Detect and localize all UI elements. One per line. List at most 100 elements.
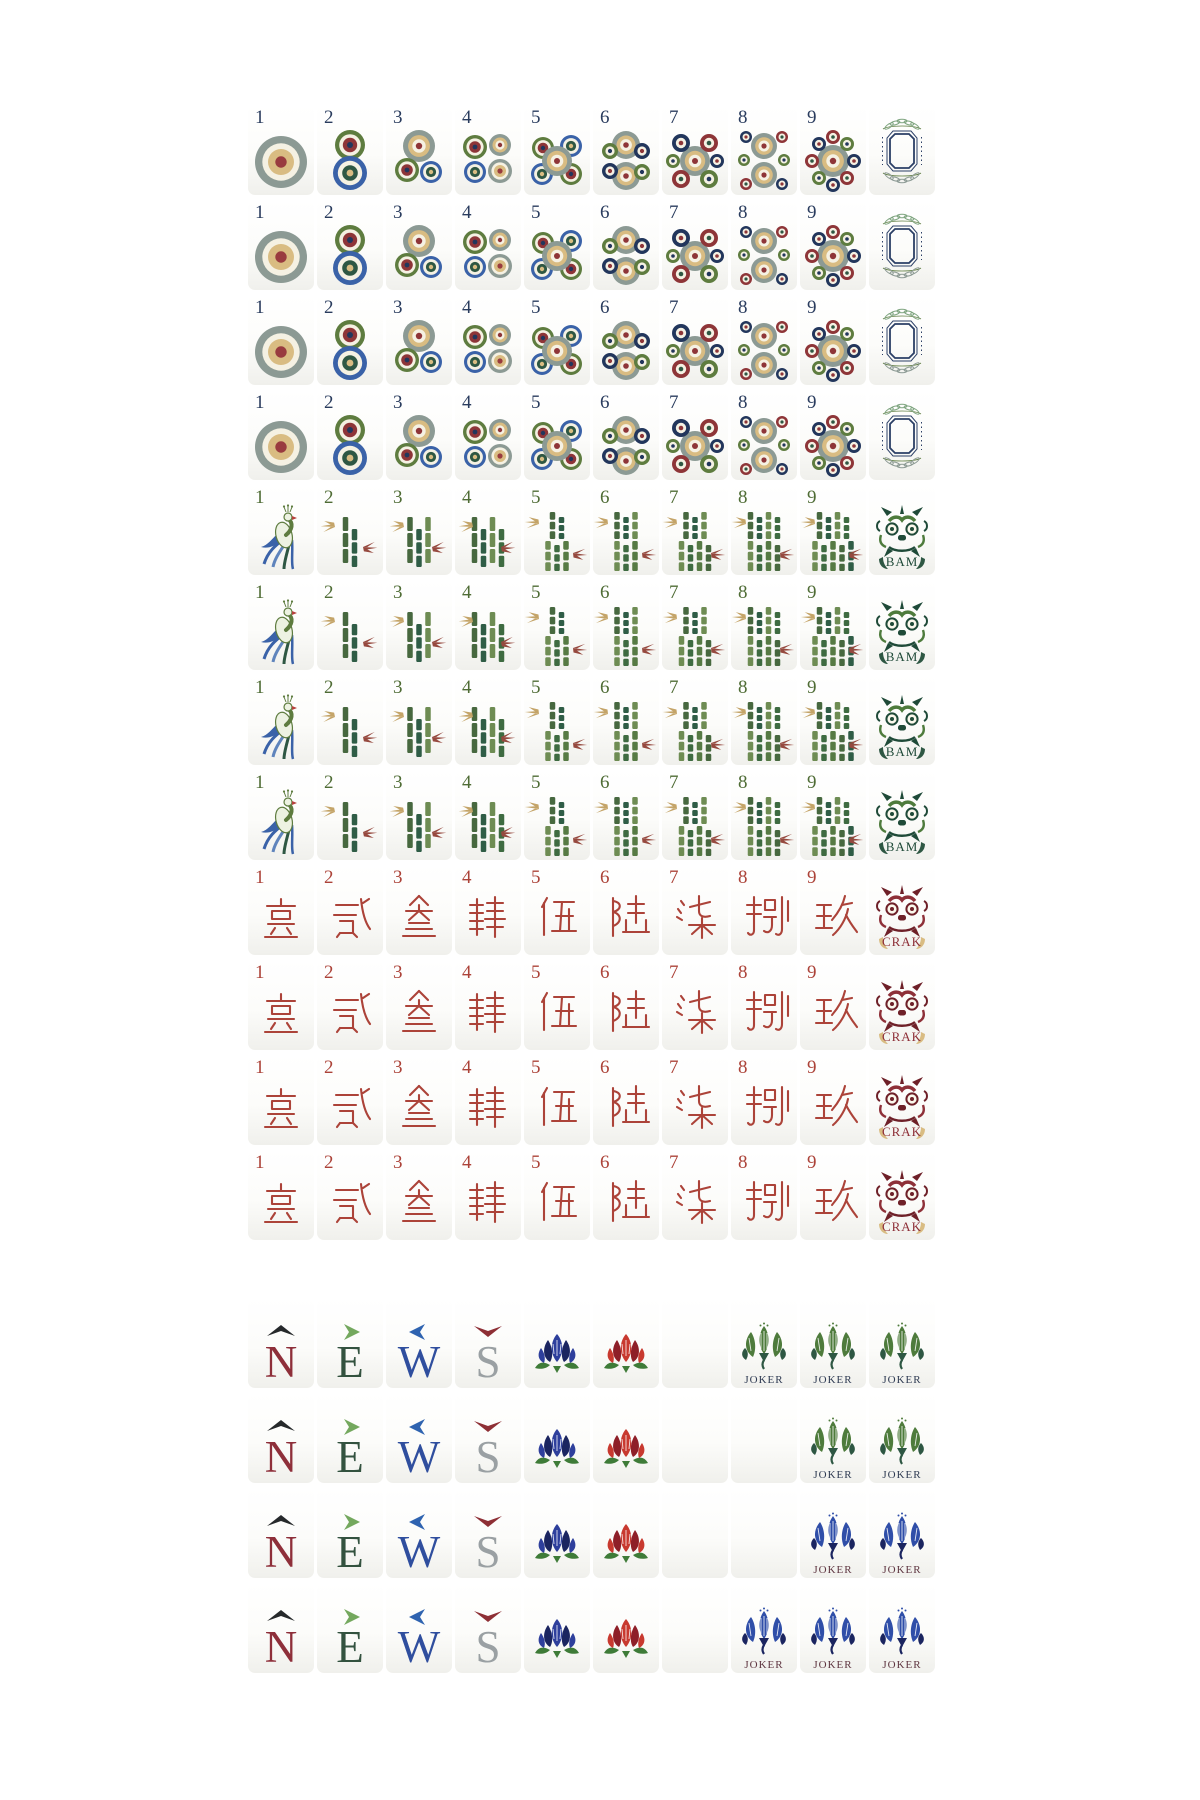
tile-wind-e[interactable]: E [317, 1393, 383, 1483]
tile-bams-2[interactable]: 2 [317, 580, 383, 670]
tile-dots-5[interactable]: 5 [524, 390, 590, 480]
tile-bams-2[interactable]: 2 [317, 770, 383, 860]
tile-dots-2[interactable]: 2 [317, 295, 383, 385]
tile-bams-7[interactable]: 7 [662, 485, 728, 575]
tile-wind-n[interactable]: N [248, 1393, 314, 1483]
tile-craks-1[interactable]: 1 [248, 865, 314, 955]
tile-craks-8[interactable]: 8 [731, 960, 797, 1050]
tile-joker-green[interactable]: JOKER [800, 1298, 866, 1388]
tile-craks-6[interactable]: 6 [593, 960, 659, 1050]
tile-joker-blue[interactable]: JOKER [800, 1488, 866, 1578]
tile-dots-8[interactable]: 8 [731, 200, 797, 290]
tile-bams-6[interactable]: 6 [593, 580, 659, 670]
tile-dots-7[interactable]: 7 [662, 200, 728, 290]
tile-dots-4[interactable]: 4 [455, 105, 521, 195]
tile-joker-blue[interactable]: JOKER [800, 1583, 866, 1673]
tile-bams-8[interactable]: 8 [731, 675, 797, 765]
tile-bams-5[interactable]: 5 [524, 675, 590, 765]
tile-wind-e[interactable]: E [317, 1298, 383, 1388]
tile-flower-red[interactable] [593, 1393, 659, 1483]
tile-dots-1[interactable]: 1 [248, 105, 314, 195]
tile-craks-2[interactable]: 2 [317, 1150, 383, 1240]
tile-craks-3[interactable]: 3 [386, 1150, 452, 1240]
tile-bams-7[interactable]: 7 [662, 675, 728, 765]
tile-wind-w[interactable]: W [386, 1583, 452, 1673]
tile-blank[interactable] [731, 1488, 797, 1578]
tile-bams-6[interactable]: 6 [593, 675, 659, 765]
tile-dots-1[interactable]: 1 [248, 295, 314, 385]
tile-green-dragon[interactable]: BAM [869, 485, 935, 575]
tile-craks-9[interactable]: 9 [800, 1055, 866, 1145]
tile-dots-3[interactable]: 3 [386, 105, 452, 195]
tile-craks-9[interactable]: 9 [800, 1150, 866, 1240]
tile-bams-4[interactable]: 4 [455, 485, 521, 575]
tile-bams-8[interactable]: 8 [731, 770, 797, 860]
tile-craks-8[interactable]: 8 [731, 865, 797, 955]
tile-bams-3[interactable]: 3 [386, 485, 452, 575]
tile-craks-4[interactable]: 4 [455, 865, 521, 955]
tile-joker-blue[interactable]: JOKER [731, 1583, 797, 1673]
tile-craks-6[interactable]: 6 [593, 1055, 659, 1145]
tile-bams-7[interactable]: 7 [662, 770, 728, 860]
tile-red-dragon[interactable]: CRAK [869, 865, 935, 955]
tile-dots-5[interactable]: 5 [524, 295, 590, 385]
tile-bams-5[interactable]: 5 [524, 580, 590, 670]
tile-craks-5[interactable]: 5 [524, 865, 590, 955]
tile-wind-n[interactable]: N [248, 1298, 314, 1388]
tile-craks-3[interactable]: 3 [386, 960, 452, 1050]
tile-bams-6[interactable]: 6 [593, 770, 659, 860]
tile-flower-red[interactable] [593, 1583, 659, 1673]
tile-dots-6[interactable]: 6 [593, 105, 659, 195]
tile-bams-9[interactable]: 9 [800, 580, 866, 670]
tile-dots-3[interactable]: 3 [386, 295, 452, 385]
tile-wind-w[interactable]: W [386, 1298, 452, 1388]
tile-joker-blue[interactable]: JOKER [869, 1488, 935, 1578]
tile-bams-4[interactable]: 4 [455, 675, 521, 765]
tile-wind-s[interactable]: S [455, 1488, 521, 1578]
tile-bams-5[interactable]: 5 [524, 485, 590, 575]
tile-dots-5[interactable]: 5 [524, 105, 590, 195]
tile-craks-7[interactable]: 7 [662, 1150, 728, 1240]
tile-wind-e[interactable]: E [317, 1583, 383, 1673]
tile-bams-9[interactable]: 9 [800, 770, 866, 860]
tile-craks-4[interactable]: 4 [455, 1150, 521, 1240]
tile-dots-5[interactable]: 5 [524, 200, 590, 290]
tile-joker-blue[interactable]: JOKER [869, 1583, 935, 1673]
tile-flower-blue[interactable] [524, 1583, 590, 1673]
tile-dots-9[interactable]: 9 [800, 295, 866, 385]
tile-blank[interactable] [662, 1393, 728, 1483]
tile-flower-blue[interactable] [524, 1298, 590, 1388]
tile-blank[interactable] [662, 1488, 728, 1578]
tile-craks-7[interactable]: 7 [662, 1055, 728, 1145]
tile-dots-3[interactable]: 3 [386, 200, 452, 290]
tile-red-dragon[interactable]: CRAK [869, 1055, 935, 1145]
tile-craks-2[interactable]: 2 [317, 865, 383, 955]
tile-craks-8[interactable]: 8 [731, 1055, 797, 1145]
tile-dots-2[interactable]: 2 [317, 390, 383, 480]
tile-flower-blue[interactable] [524, 1488, 590, 1578]
tile-dots-9[interactable]: 9 [800, 105, 866, 195]
tile-green-dragon[interactable]: BAM [869, 580, 935, 670]
tile-bams-7[interactable]: 7 [662, 580, 728, 670]
tile-craks-4[interactable]: 4 [455, 960, 521, 1050]
tile-white-dragon[interactable] [869, 200, 935, 290]
tile-craks-4[interactable]: 4 [455, 1055, 521, 1145]
tile-white-dragon[interactable] [869, 295, 935, 385]
tile-craks-5[interactable]: 5 [524, 1150, 590, 1240]
tile-dots-8[interactable]: 8 [731, 295, 797, 385]
tile-dots-6[interactable]: 6 [593, 200, 659, 290]
tile-bams-8[interactable]: 8 [731, 485, 797, 575]
tile-bams-3[interactable]: 3 [386, 580, 452, 670]
tile-craks-3[interactable]: 3 [386, 865, 452, 955]
tile-dots-8[interactable]: 8 [731, 105, 797, 195]
tile-bams-1[interactable]: 1 [248, 770, 314, 860]
tile-dots-9[interactable]: 9 [800, 200, 866, 290]
tile-flower-blue[interactable] [524, 1393, 590, 1483]
tile-craks-1[interactable]: 1 [248, 1055, 314, 1145]
tile-bams-4[interactable]: 4 [455, 580, 521, 670]
tile-wind-s[interactable]: S [455, 1393, 521, 1483]
tile-dots-1[interactable]: 1 [248, 200, 314, 290]
tile-blank[interactable] [731, 1393, 797, 1483]
tile-blank[interactable] [662, 1298, 728, 1388]
tile-dots-7[interactable]: 7 [662, 105, 728, 195]
